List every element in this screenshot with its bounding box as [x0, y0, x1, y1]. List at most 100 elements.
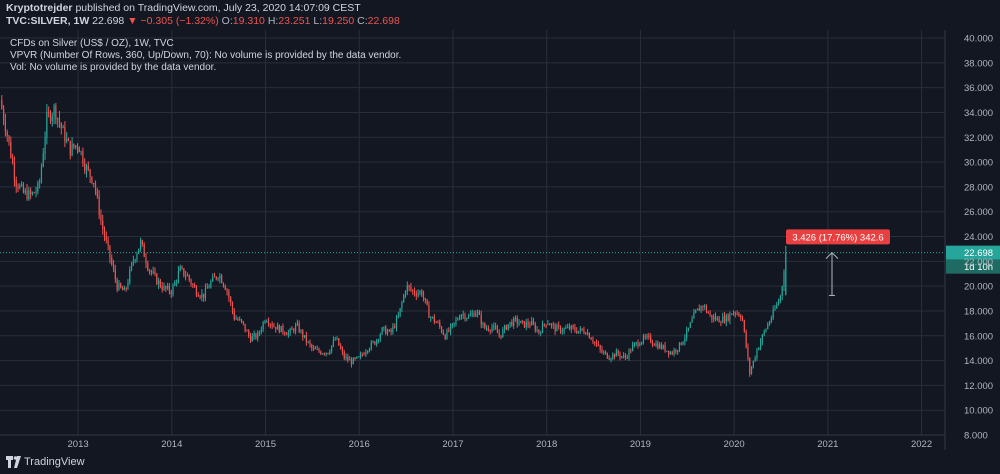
time-tick-label: 2017 [442, 439, 463, 450]
candle-body [235, 318, 237, 320]
candle-body [451, 323, 453, 326]
candle-body [747, 347, 749, 358]
price-tick-label: 24.000 [964, 232, 993, 243]
candle-body [340, 345, 342, 349]
chart-grid [0, 30, 945, 436]
candle-body [352, 358, 354, 365]
candle-body [711, 314, 713, 320]
candle-body [359, 354, 362, 357]
tradingview-brand[interactable]: TradingView [24, 456, 85, 468]
candle-body [460, 314, 462, 319]
candle-body [529, 324, 531, 326]
candle-body [741, 318, 744, 321]
candle-body [237, 318, 239, 321]
time-tick-label: 2021 [817, 439, 838, 450]
candle-body [100, 215, 102, 221]
symbol-label[interactable]: TVC:SILVER, 1W [6, 15, 90, 27]
time-tick-label: 2020 [724, 439, 745, 450]
candle-body [368, 348, 371, 351]
candle-body [404, 291, 407, 296]
candle-body [213, 276, 216, 278]
candle-body [103, 229, 106, 237]
candle-body [39, 181, 41, 183]
candle-body [469, 314, 471, 316]
candle-body [33, 192, 35, 194]
candle-body [386, 331, 389, 335]
candle-body [592, 339, 594, 343]
candle-body [383, 326, 385, 328]
candle-body [332, 340, 335, 346]
candle-body [650, 335, 652, 343]
tradingview-logo-icon[interactable] [6, 455, 22, 469]
candle-body [329, 351, 331, 354]
candle-body [58, 118, 61, 124]
last-price-label: 22.698 [964, 248, 993, 259]
candle-body [653, 344, 655, 346]
candle-body [118, 283, 120, 291]
candle-body [731, 313, 733, 315]
candle-body [718, 317, 720, 323]
candle-body [208, 287, 210, 289]
candle-body [610, 358, 612, 360]
candle-body [8, 135, 10, 142]
candle-body [154, 271, 156, 275]
candle-body [150, 270, 152, 273]
price-tick-label: 32.000 [964, 133, 993, 144]
candle-body [85, 166, 88, 171]
candle-body [500, 335, 502, 338]
time-tick-label: 2018 [536, 439, 557, 450]
candle-body [64, 126, 66, 142]
candle-body [167, 285, 169, 289]
candle-body [323, 353, 326, 355]
price-axis[interactable]: 8.000 10.000 12.000 14.000 16.000 18.000 20.00… [944, 30, 993, 450]
candle-body [361, 354, 363, 356]
candle-body [60, 123, 62, 129]
candle-body [222, 283, 225, 287]
candle-body [120, 283, 122, 288]
candle-body [287, 332, 289, 336]
candle-body [484, 323, 486, 329]
candle-body [433, 316, 435, 323]
candle-body [152, 271, 154, 273]
candle-body [377, 339, 380, 341]
price-chart[interactable]: 22.698 1d 10h 3.426 (17.76%) 342.6 8.000 10… [0, 30, 1000, 450]
legend-title[interactable]: CFDs on Silver (US$ / OZ), 1W, TVC [10, 38, 174, 49]
candle-body [415, 294, 417, 296]
candle-body [695, 310, 697, 313]
price-tick-label: 34.000 [964, 108, 993, 119]
candle-body [720, 322, 722, 324]
candle-body [80, 151, 82, 153]
candle-body [716, 317, 718, 320]
candle-body [307, 341, 309, 343]
candle-body [599, 345, 601, 350]
legend-vpvr[interactable]: VPVR (Number Of Rows, 360, Up/Down, 70):… [10, 50, 402, 61]
candle-body [541, 323, 544, 333]
time-axis[interactable]: 2013 2014 2015 2016 2017 2018 2019 2020 2021 2022 [0, 434, 945, 450]
price-tick-label: 14.000 [964, 356, 993, 367]
candle-body [356, 356, 358, 359]
candle-body [657, 343, 659, 349]
candle-body [147, 263, 149, 271]
candle-body [504, 325, 506, 330]
candle-body [572, 325, 574, 328]
candle-body [455, 319, 457, 323]
candle-body [66, 138, 68, 142]
candle-body [655, 343, 657, 346]
candle-body [754, 357, 756, 361]
candle-body [421, 291, 423, 296]
candle-body [75, 145, 77, 147]
candle-body [40, 166, 43, 182]
candle-body [734, 312, 736, 314]
candle-body [28, 190, 30, 200]
candle-body [264, 321, 266, 323]
author-name[interactable]: Kryptotrejder [6, 2, 73, 14]
candle-body [531, 320, 533, 326]
legend-volume[interactable]: Vol: No volume is provided by the data v… [10, 62, 217, 73]
candle-body [722, 316, 724, 323]
candle-body [343, 352, 345, 359]
candle-body [276, 325, 279, 330]
candle-body [111, 258, 113, 265]
low-label: L: [313, 15, 323, 27]
open-value: 19.310 [232, 15, 265, 27]
candle-body [3, 108, 5, 121]
